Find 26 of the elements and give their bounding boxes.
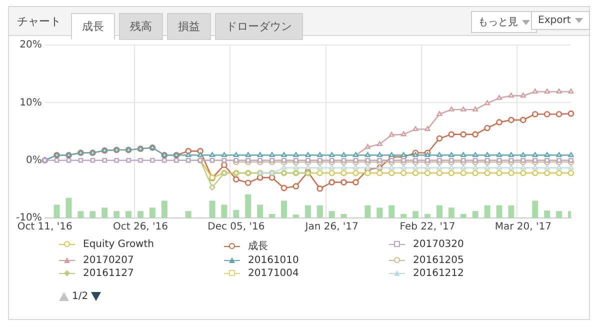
chart-title: チャート	[17, 14, 61, 29]
x-tick-label: Oct 26, '16	[112, 222, 168, 233]
text: 残高	[119, 13, 163, 40]
legend-label: 20161205	[412, 255, 465, 266]
legend-label: 20170207	[82, 255, 135, 266]
x-tick-label: Oct 11, '16	[17, 222, 72, 233]
legend-label: 20161212	[412, 268, 465, 279]
text: 損益	[167, 13, 211, 40]
x-tick-label: Mar 20, '17	[494, 222, 552, 233]
legend-label: 20161127	[82, 268, 135, 279]
text: ドローダウン	[215, 13, 303, 40]
legend-label: 20171004	[247, 268, 300, 279]
x-tick-label: Feb 22, '17	[400, 222, 456, 233]
text: Export	[531, 11, 590, 30]
x-tick-label: Jan 26, '17	[304, 222, 358, 233]
legend-label: 成長	[247, 240, 269, 253]
x-tick-label: Dec 05, '16	[208, 222, 265, 233]
text: 成長	[71, 13, 115, 40]
legend-label: 20170320	[412, 239, 465, 252]
y-tick-label: 10%	[20, 97, 42, 108]
text: 1/2	[72, 291, 88, 302]
legend-label: 20161010	[247, 255, 300, 266]
y-tick-label: 20%	[20, 40, 42, 51]
text: もっと見	[471, 11, 537, 33]
legend-label: Equity Growth	[82, 239, 155, 252]
y-tick-label: 0%	[26, 154, 42, 166]
